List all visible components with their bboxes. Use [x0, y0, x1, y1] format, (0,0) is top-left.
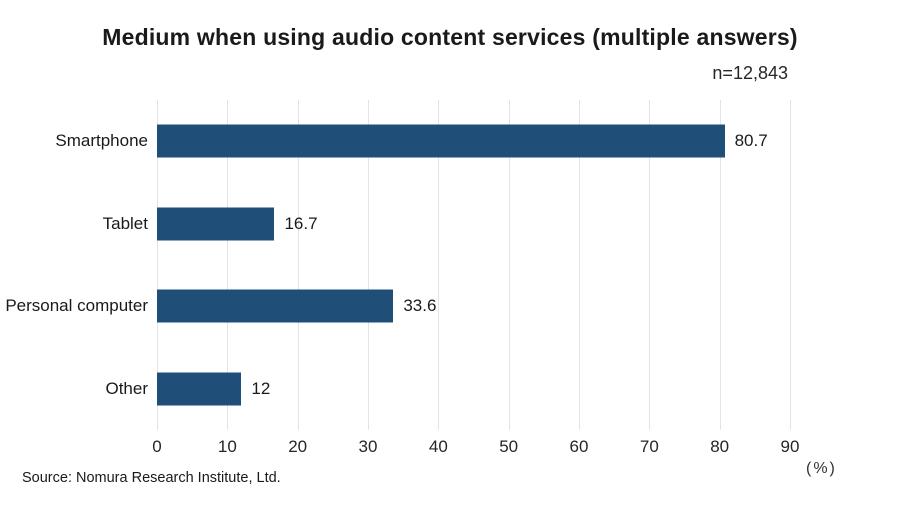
gridline-40	[438, 100, 440, 430]
bar-row: Other 12	[105, 348, 833, 431]
source-label: Source: Nomura Research Institute, Ltd.	[22, 470, 281, 486]
value-label: 12	[251, 378, 271, 398]
sample-size-label: n=12,843	[712, 63, 788, 83]
bars-layer: Smartphone 80.7 Tablet 16.7 Personal compute…	[5, 100, 833, 431]
gridline-10	[227, 100, 229, 430]
x-tick-label-60: 60	[569, 437, 589, 456]
axis-unit-label: (%)	[806, 460, 837, 477]
gridline-0	[157, 100, 158, 430]
x-tick-label-40: 40	[428, 437, 448, 456]
x-tick-label-30: 30	[358, 437, 378, 456]
value-label: 80.7	[734, 131, 768, 151]
bar	[157, 207, 275, 241]
x-tick-label-20: 20	[288, 437, 308, 456]
category-label: Personal computer	[5, 296, 148, 316]
x-tick-label-10: 10	[217, 437, 237, 456]
x-tick-label-80: 80	[710, 437, 730, 456]
bar	[157, 289, 394, 323]
bar	[157, 124, 725, 158]
x-tick-label-70: 70	[639, 437, 659, 456]
bar-row: Personal computer 33.6	[5, 265, 833, 348]
x-axis: 0 10 20 30 40 50 60 70 80 90	[152, 437, 833, 459]
gridline-60	[579, 100, 580, 430]
plot-area: Smartphone 80.7 Tablet 16.7 Personal compute…	[5, 100, 833, 456]
value-label: 33.6	[403, 296, 437, 316]
x-tick-label-0: 0	[152, 437, 162, 456]
value-label: 16.7	[284, 213, 318, 233]
gridline-80	[719, 100, 721, 430]
category-label: Tablet	[102, 213, 148, 233]
gridline-30	[368, 100, 369, 430]
bar	[157, 372, 242, 406]
bar-row: Smartphone 80.7	[55, 100, 833, 183]
gridline-90	[790, 100, 791, 430]
x-tick-label-90: 90	[780, 437, 800, 456]
gridline-70	[649, 100, 651, 430]
category-label: Other	[105, 378, 148, 398]
category-label: Smartphone	[55, 131, 148, 151]
chart-title: Medium when using audio content services…	[102, 24, 798, 50]
gridline-20	[297, 100, 299, 430]
x-tick-label-50: 50	[499, 437, 519, 456]
bar-row: Tablet 16.7	[103, 183, 833, 266]
gridline-50	[508, 100, 510, 430]
